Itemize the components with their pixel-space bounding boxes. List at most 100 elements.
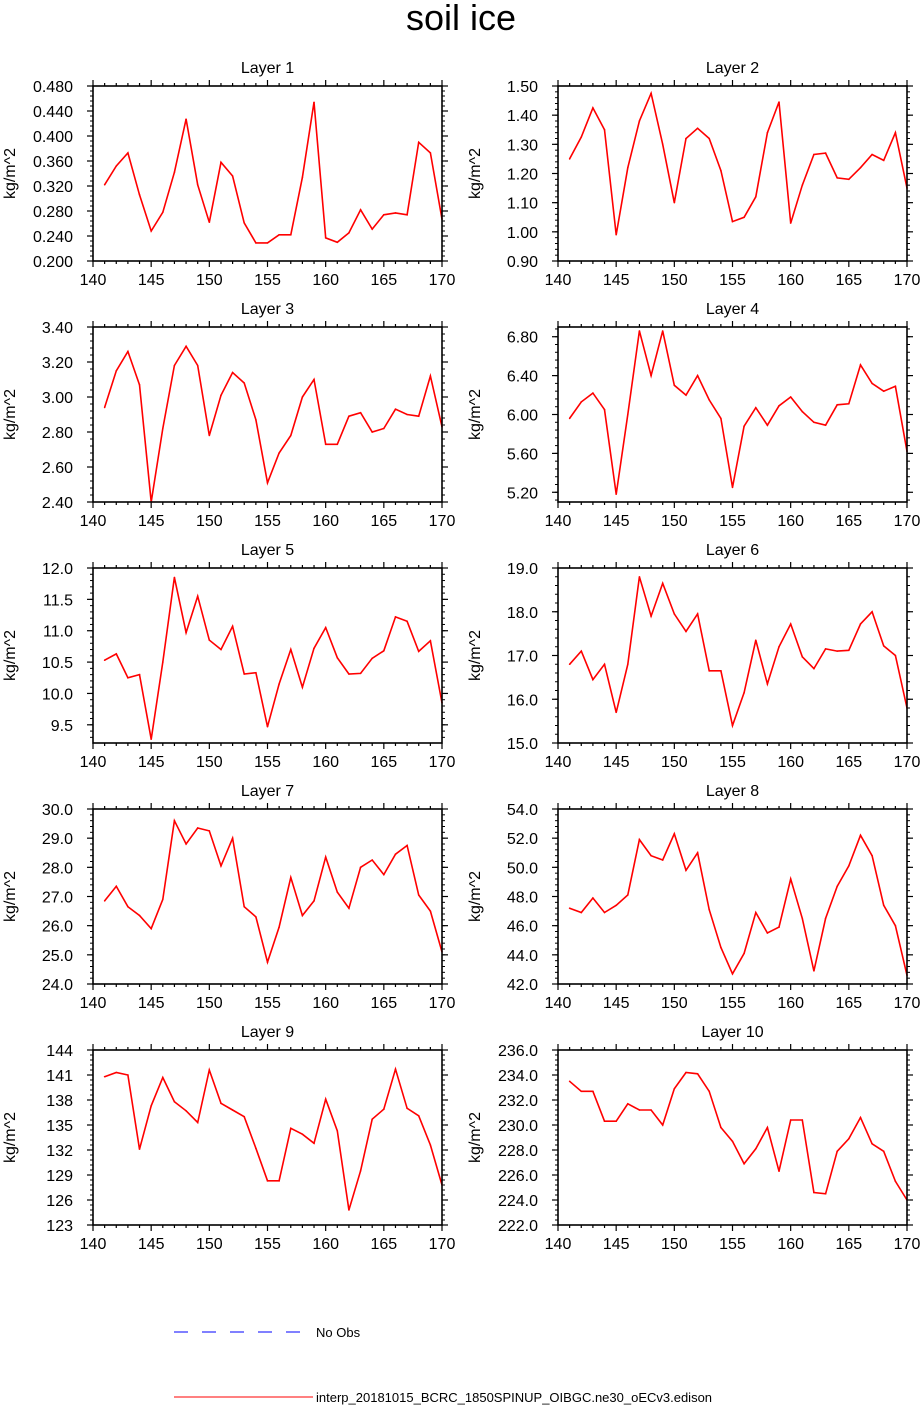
data-point [754,406,757,409]
data-point [661,143,664,146]
x-tick-label: 155 [719,995,746,1012]
data-point [673,613,676,615]
x-tick-label: 165 [835,754,862,771]
panel-title: Layer 10 [701,1024,763,1041]
x-tick-label: 150 [661,272,688,289]
y-tick-label: 141 [46,1068,73,1085]
data-point [383,649,385,652]
data-point [731,972,734,975]
x-tick-label: 170 [429,754,456,771]
data-point [696,1072,699,1075]
y-tick-label: 1.50 [507,79,538,96]
data-point [324,626,327,629]
data-point [824,424,827,426]
data-point [894,654,897,657]
data-point [789,878,792,880]
data-point [394,616,397,618]
data-point [150,230,152,232]
panel-title: Layer 7 [241,783,294,800]
data-point [661,330,664,332]
x-tick-label: 140 [545,272,572,289]
y-tick-label: 30.0 [42,802,73,819]
x-tick-label: 150 [196,1236,223,1253]
x-tick-label: 145 [603,272,630,289]
series-line [103,818,443,965]
data-point [162,898,164,901]
data-point [417,141,420,144]
series-line [569,1071,908,1201]
data-point [371,228,374,230]
data-point [336,656,339,659]
data-point [243,673,246,675]
data-point [173,819,176,822]
x-tick-label: 165 [370,513,397,530]
series-line [569,831,908,976]
data-point [231,371,234,374]
x-tick-label: 170 [894,754,921,771]
data-point [696,613,699,615]
data-point [568,158,571,160]
data-point [824,648,827,650]
data-point [138,1148,141,1150]
y-tick-label: 27.0 [42,890,73,907]
data-point [278,452,280,454]
data-point [173,171,176,174]
x-tick-label: 160 [777,1236,804,1253]
y-tick-label: 123 [46,1218,73,1235]
data-point [243,905,246,908]
data-point [359,411,362,414]
data-point [848,865,850,867]
panel-title: Layer 6 [706,542,759,559]
x-tick-label: 155 [254,995,281,1012]
y-tick-label: 12.0 [42,561,73,578]
data-point [650,615,652,617]
data-point [103,406,106,409]
y-axis-label: kg/m^2 [467,630,484,681]
data-point [162,661,164,663]
x-tick-label: 160 [312,995,339,1012]
data-point [103,183,106,186]
data-point [127,350,129,353]
data-point [208,221,211,224]
data-point [196,1121,199,1124]
data-point [324,1098,327,1100]
data-point [383,1108,385,1110]
data-point [429,152,432,154]
data-point [801,1119,804,1121]
data-point [115,653,118,655]
data-point [220,865,222,867]
y-axis-label: kg/m^2 [467,148,484,199]
data-point [394,212,397,214]
x-tick-label: 160 [777,272,804,289]
data-point [627,413,629,416]
panel-7: Layer 7 kg/m^2 140 145 150 155 160 165 170 30.0 29… [2,783,455,1012]
data-point [754,196,757,198]
data-point [336,1130,339,1132]
data-point [824,917,827,920]
y-tick-label: 236.0 [498,1043,538,1060]
y-tick-label: 15.0 [507,736,538,753]
y-tick-label: 6.80 [507,330,538,347]
data-point [708,908,711,911]
y-axis-label: kg/m^2 [467,389,484,440]
y-tick-label: 0.480 [33,79,73,96]
data-point [266,1180,269,1182]
data-point [348,673,350,675]
data-point [220,648,222,651]
data-point [592,107,594,109]
data-point [429,910,432,912]
data-point [813,153,815,156]
data-point [801,184,804,186]
data-point [383,873,385,876]
x-tick-label: 140 [545,754,572,771]
x-tick-label: 145 [138,754,165,771]
x-tick-label: 170 [894,513,921,530]
y-tick-label: 11.5 [43,592,73,609]
data-point [417,894,420,896]
data-point [255,671,257,674]
data-point [731,1140,734,1143]
data-point [301,396,304,398]
data-point [627,166,629,169]
x-tick-label: 150 [661,513,688,530]
data-point [243,382,246,384]
